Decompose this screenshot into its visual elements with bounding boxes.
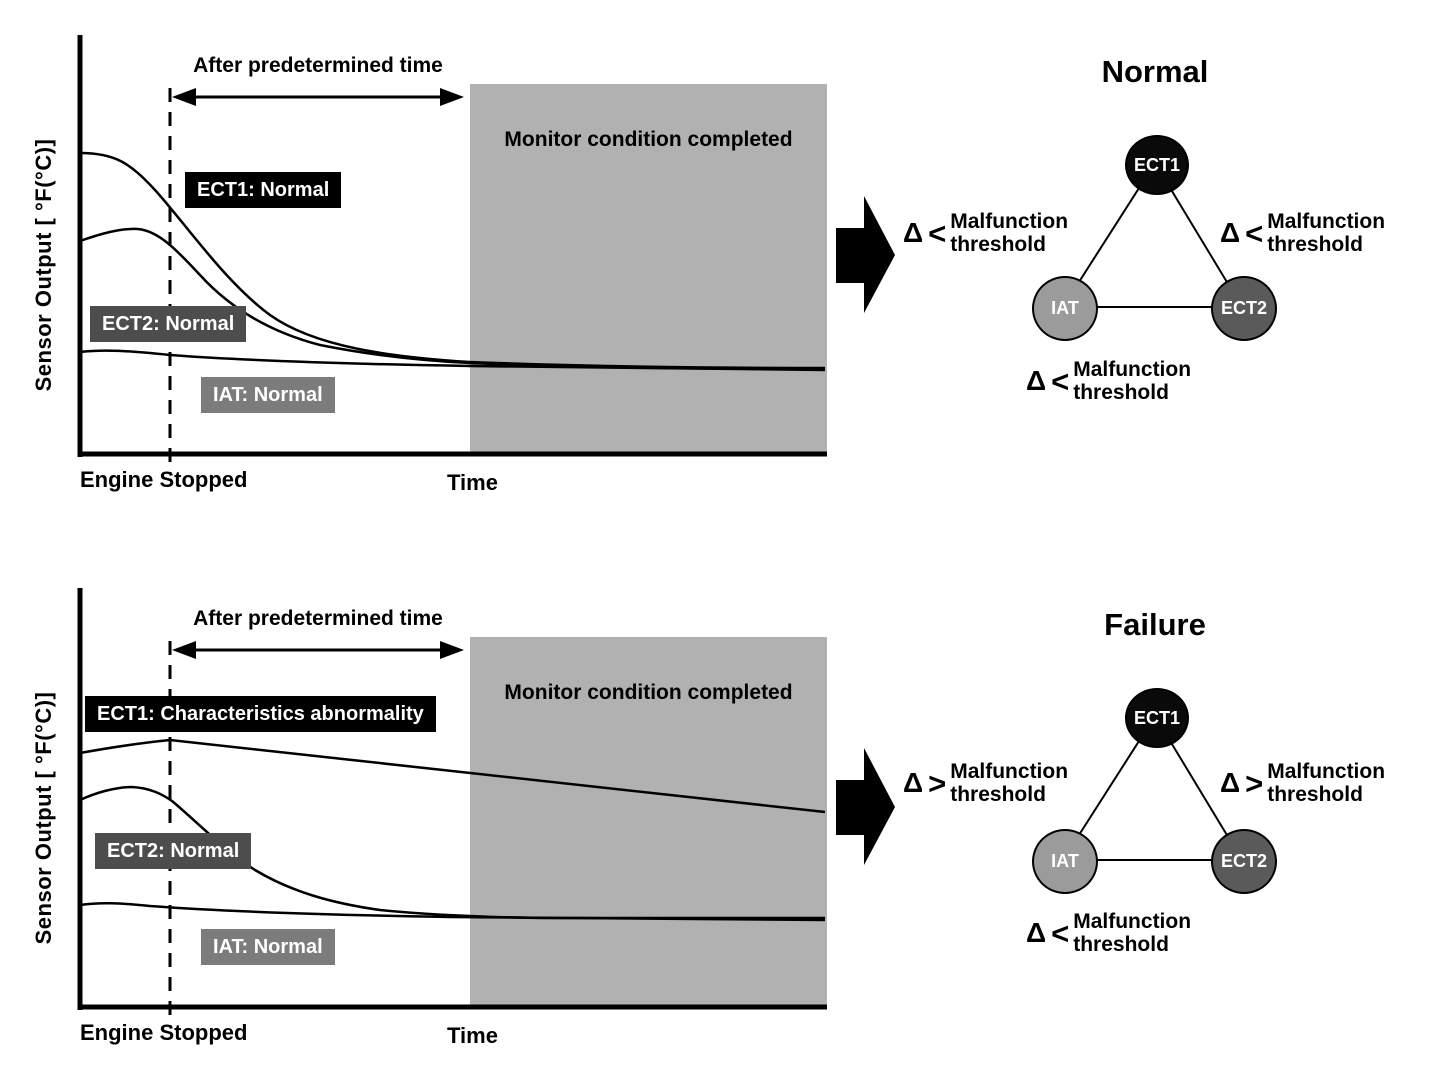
- delta-icon: Δ: [1026, 365, 1047, 396]
- threshold-line2: threshold: [950, 233, 1046, 256]
- threshold-line1: Malfunction: [950, 210, 1069, 233]
- normal-diagram-title: Normal: [1101, 54, 1209, 89]
- delta-icon: Δ: [1026, 917, 1047, 948]
- failure-ect2-curve-label: ECT2: Normal: [95, 833, 252, 869]
- threshold-line2: threshold: [950, 783, 1046, 806]
- failure-node-ect2: ECT2: [1211, 829, 1277, 894]
- comparator-icon: >: [1245, 765, 1264, 801]
- normal-engine-stopped-label: Engine Stopped: [80, 467, 248, 492]
- delta-icon: Δ: [1220, 767, 1241, 798]
- failure-iat-curve: [79, 901, 826, 922]
- normal-flow-arrow-icon: [836, 196, 895, 313]
- failure-y-axis-label: Sensor Output [ °F(°C)]: [31, 691, 56, 945]
- failure-threshold-right: Δ > Malfunction threshold: [1220, 757, 1385, 809]
- comparator-icon: <: [1051, 915, 1070, 951]
- normal-threshold-left: Δ < Malfunction threshold: [903, 207, 1068, 259]
- failure-threshold-left: Δ > Malfunction threshold: [903, 757, 1068, 809]
- threshold-line1: Malfunction: [950, 760, 1069, 783]
- normal-iat-curve-label: IAT: Normal: [201, 377, 335, 413]
- normal-predetermined-arrow: [172, 88, 464, 106]
- failure-node-ect1: ECT1: [1125, 688, 1189, 748]
- comparator-icon: >: [928, 765, 947, 801]
- normal-iat-curve: [79, 349, 826, 372]
- threshold-line1: Malfunction: [1073, 358, 1192, 381]
- threshold-line1: Malfunction: [1267, 210, 1386, 233]
- failure-predetermined-arrow: [172, 641, 464, 659]
- delta-icon: Δ: [903, 767, 924, 798]
- normal-ect2-curve-label: ECT2: Normal: [90, 306, 247, 342]
- normal-after-time-label: After predetermined time: [193, 54, 443, 77]
- failure-ect1-curve: [79, 738, 826, 814]
- normal-threshold-right: Δ < Malfunction threshold: [1220, 207, 1385, 259]
- threshold-line2: threshold: [1267, 233, 1363, 256]
- comparator-icon: <: [1245, 215, 1264, 251]
- threshold-line2: threshold: [1073, 381, 1169, 404]
- comparator-icon: <: [1051, 363, 1070, 399]
- monitor-region-failure: [470, 637, 827, 1006]
- failure-iat-curve-label: IAT: Normal: [201, 929, 335, 965]
- normal-time-label: Time: [447, 470, 498, 495]
- failure-node-iat: IAT: [1032, 829, 1098, 894]
- normal-threshold-bottom: Δ < Malfunction threshold: [1026, 355, 1191, 407]
- failure-after-time-label: After predetermined time: [193, 607, 443, 630]
- failure-engine-stopped-label: Engine Stopped: [80, 1020, 248, 1045]
- failure-time-label: Time: [447, 1023, 498, 1048]
- normal-monitor-label: Monitor condition completed: [504, 128, 793, 151]
- failure-threshold-bottom: Δ < Malfunction threshold: [1026, 907, 1191, 959]
- delta-icon: Δ: [1220, 217, 1241, 248]
- normal-node-ect1: ECT1: [1125, 135, 1189, 195]
- failure-ect1-curve-label: ECT1: Characteristics abnormality: [85, 696, 436, 732]
- monitor-region-normal: [470, 84, 827, 453]
- normal-node-ect2: ECT2: [1211, 276, 1277, 341]
- failure-flow-arrow-icon: [836, 748, 895, 865]
- normal-y-axis-label: Sensor Output [ °F(°C)]: [31, 138, 56, 392]
- normal-ect1-curve-label: ECT1: Normal: [185, 172, 342, 208]
- threshold-line1: Malfunction: [1073, 910, 1192, 933]
- threshold-line2: threshold: [1267, 783, 1363, 806]
- normal-node-iat: IAT: [1032, 276, 1098, 341]
- comparator-icon: <: [928, 215, 947, 251]
- failure-diagram-title: Failure: [1104, 607, 1206, 642]
- failure-monitor-label: Monitor condition completed: [504, 681, 793, 704]
- threshold-line1: Malfunction: [1267, 760, 1386, 783]
- threshold-line2: threshold: [1073, 933, 1169, 956]
- delta-icon: Δ: [903, 217, 924, 248]
